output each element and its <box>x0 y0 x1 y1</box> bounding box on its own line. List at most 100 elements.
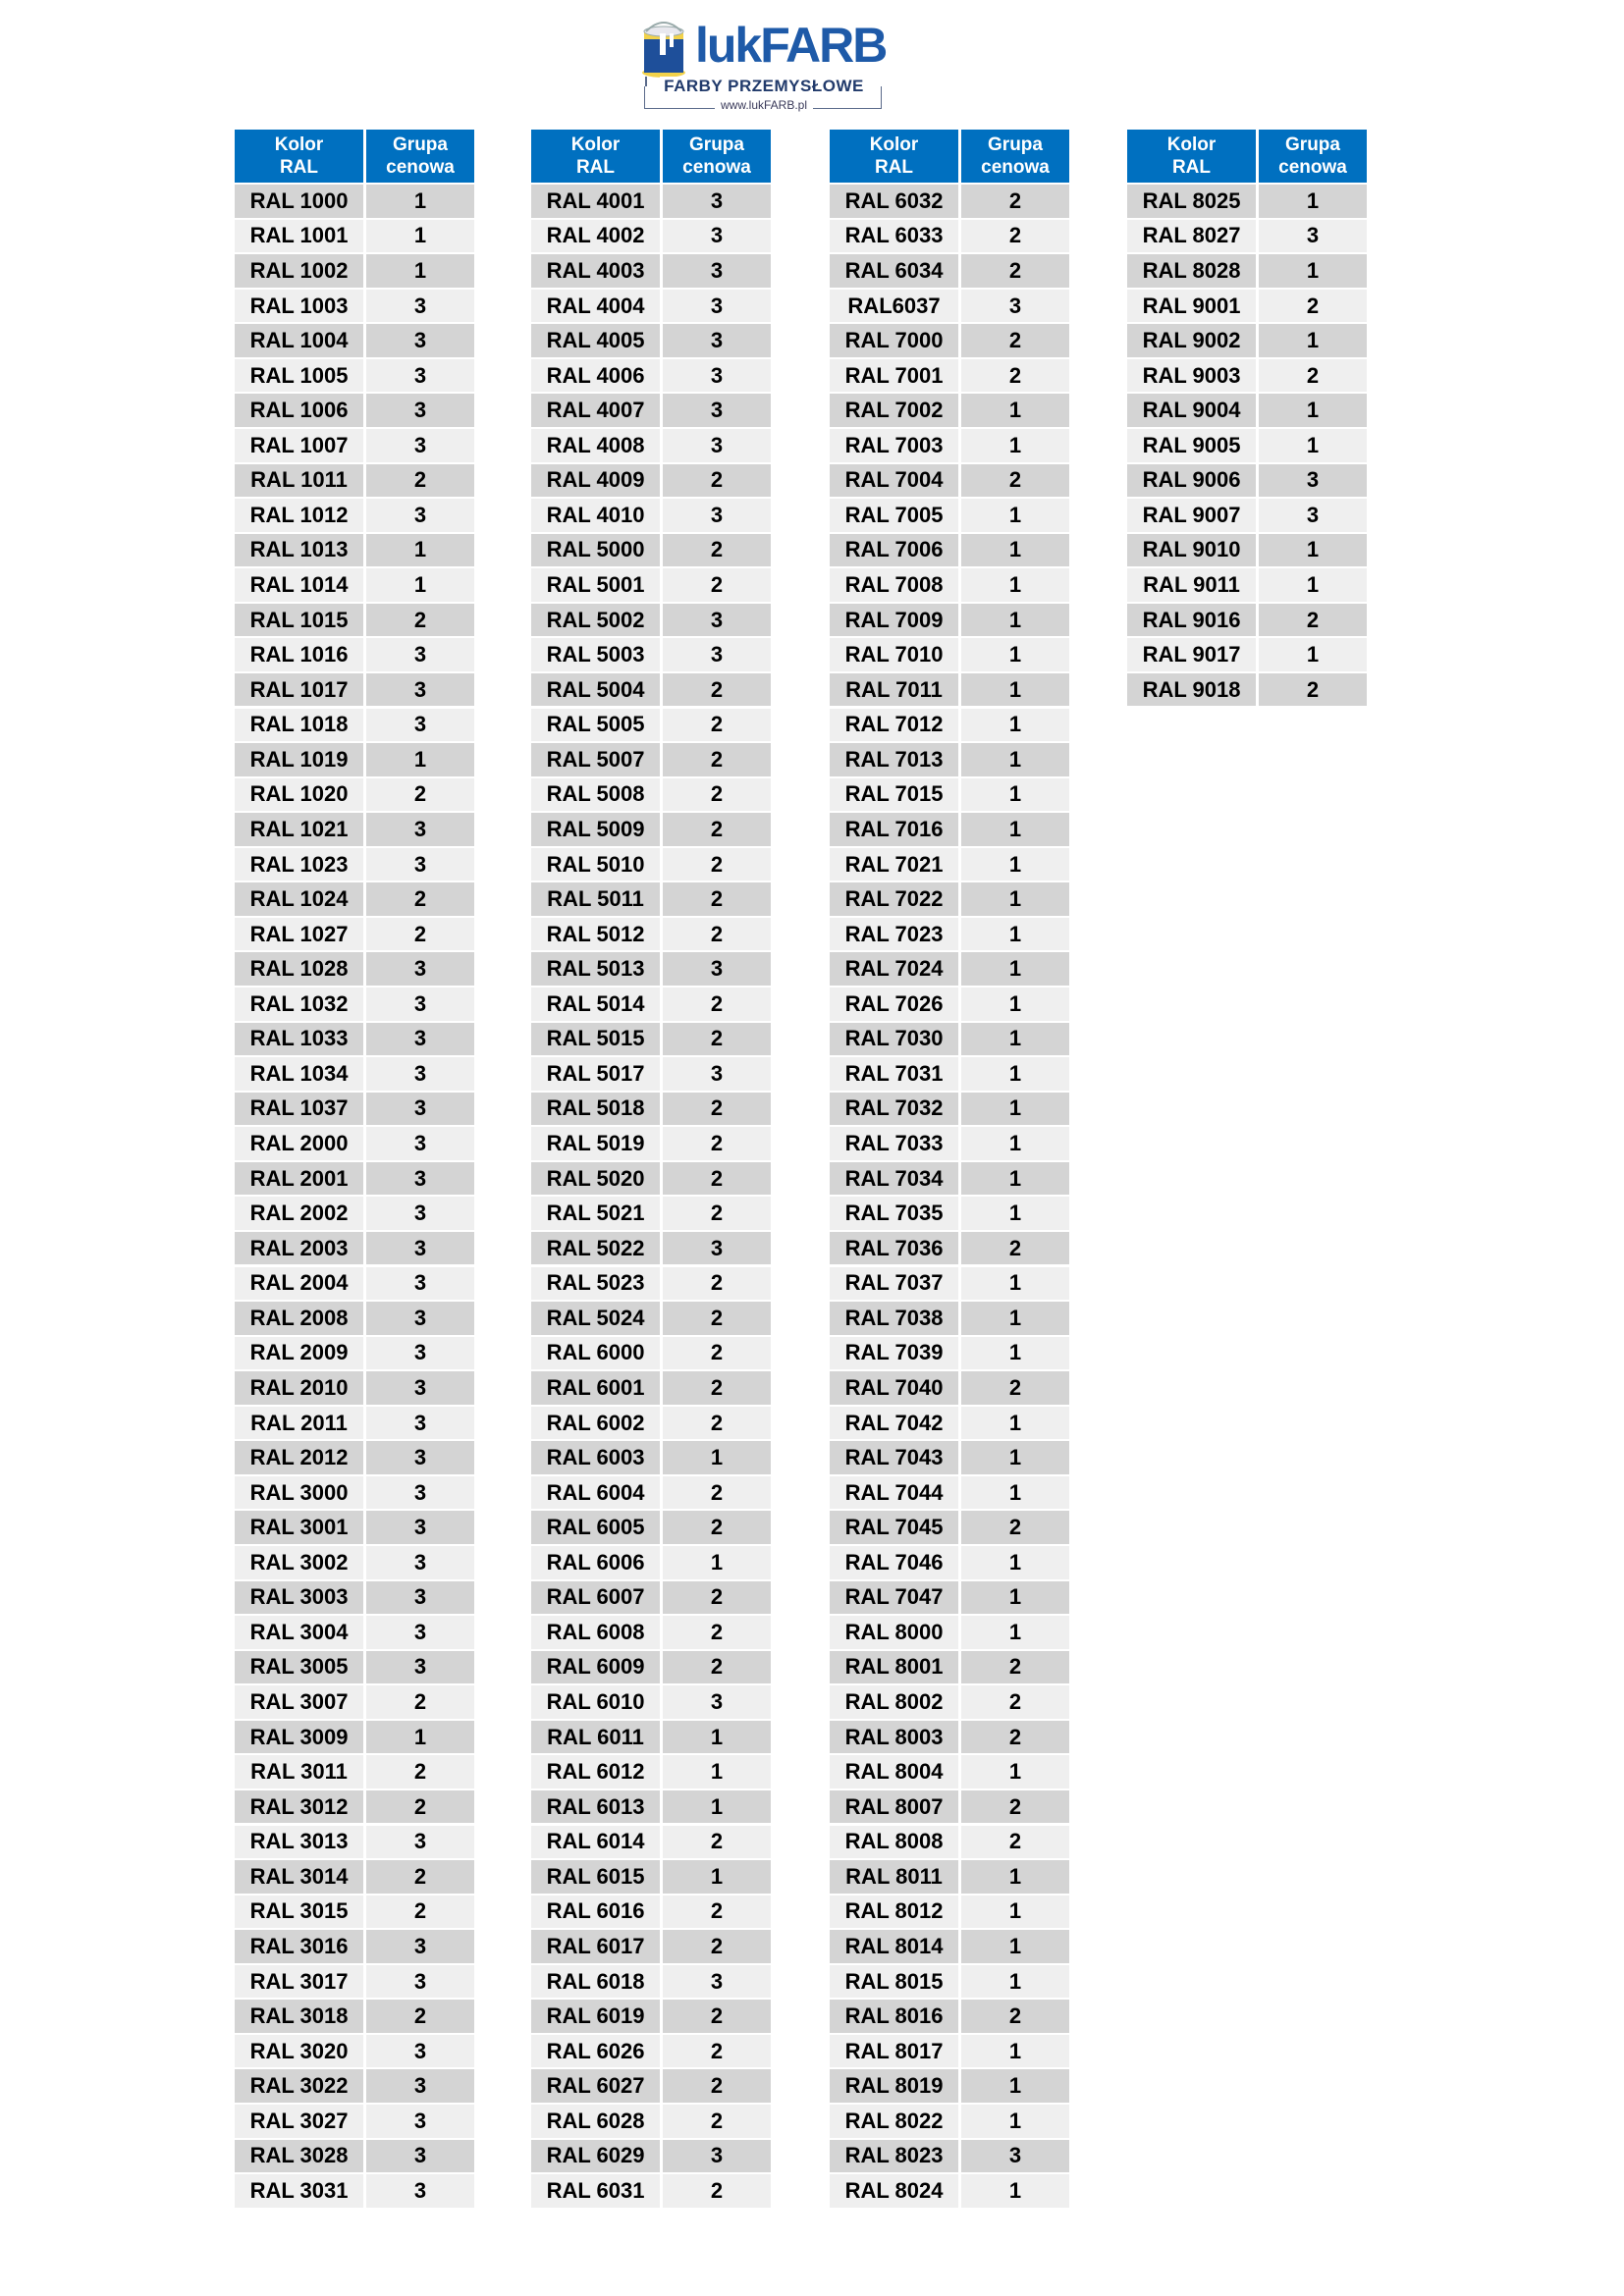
price-group: 3 <box>366 1580 474 1615</box>
table-row: RAL 9018 2 <box>1127 672 1367 707</box>
price-group: 3 <box>663 324 771 357</box>
price-group: 1 <box>1259 429 1367 462</box>
table-row: RAL 5017 3 <box>531 1057 771 1091</box>
table-row: RAL 8015 1 <box>830 1964 1069 1999</box>
table-row: RAL 5003 3 <box>531 638 771 671</box>
price-group: 3 <box>366 672 474 707</box>
table-row: RAL 9011 1 <box>1127 568 1367 602</box>
header-grupa-cenowa: Grupa cenowa <box>1259 130 1367 183</box>
table-row: RAL 6032 2 <box>830 185 1069 218</box>
price-group: 3 <box>663 219 771 253</box>
table-row: RAL 5021 2 <box>531 1197 771 1230</box>
table-row: RAL 4004 3 <box>531 289 771 323</box>
ral-code: RAL 9011 <box>1127 568 1256 602</box>
table-row: RAL 1020 2 <box>235 777 474 812</box>
table-row: RAL 3005 3 <box>235 1650 474 1684</box>
table-row: RAL 6013 1 <box>531 1789 771 1824</box>
ral-code: RAL 6032 <box>830 185 958 218</box>
ral-code: RAL 5001 <box>531 568 660 602</box>
ral-code: RAL 2009 <box>235 1336 363 1370</box>
price-group: 1 <box>663 1441 771 1474</box>
price-group: 3 <box>366 1057 474 1091</box>
ral-code: RAL 6013 <box>531 1789 660 1824</box>
price-group: 2 <box>961 1511 1069 1544</box>
ral-code: RAL 1003 <box>235 289 363 323</box>
table-row: RAL 4001 3 <box>531 185 771 218</box>
price-group: 3 <box>366 1406 474 1440</box>
table-row: RAL 7015 1 <box>830 777 1069 812</box>
table-row: RAL 9010 1 <box>1127 533 1367 567</box>
ral-code: RAL 2008 <box>235 1302 363 1335</box>
ral-code: RAL 1033 <box>235 1022 363 1056</box>
price-group: 2 <box>663 1475 771 1510</box>
price-group: 1 <box>1259 638 1367 671</box>
ral-code: RAL 8004 <box>830 1755 958 1789</box>
table-row: RAL 1032 3 <box>235 988 474 1021</box>
table-header: Kolor RAL Grupa cenowa <box>235 130 474 183</box>
table-row: RAL 7039 1 <box>830 1336 1069 1370</box>
price-group: 1 <box>961 1580 1069 1615</box>
ral-code: RAL 5022 <box>531 1231 660 1265</box>
ral-code: RAL 1007 <box>235 429 363 462</box>
ral-code: RAL 2002 <box>235 1197 363 1230</box>
price-group: 1 <box>961 1406 1069 1440</box>
table-row: RAL 2003 3 <box>235 1231 474 1265</box>
ral-code: RAL 9006 <box>1127 463 1256 498</box>
table-row: RAL 2012 3 <box>235 1441 474 1474</box>
table-row: RAL 3007 2 <box>235 1685 474 1719</box>
header-kolor-ral: Kolor RAL <box>830 130 958 183</box>
price-group: 1 <box>961 1197 1069 1230</box>
ral-code: RAL 1023 <box>235 847 363 881</box>
price-group: 3 <box>366 847 474 881</box>
ral-code: RAL 2010 <box>235 1371 363 1405</box>
table-row: RAL 8023 3 <box>830 2139 1069 2173</box>
table-row: RAL 1019 1 <box>235 743 474 776</box>
price-group: 2 <box>663 1511 771 1544</box>
table-row: RAL 3018 2 <box>235 2000 474 2033</box>
price-group: 2 <box>663 463 771 498</box>
table-row: RAL 5013 3 <box>531 952 771 986</box>
table-row: RAL 7032 1 <box>830 1092 1069 1126</box>
ral-code: RAL 6000 <box>531 1336 660 1370</box>
ral-code: RAL 7003 <box>830 429 958 462</box>
price-group: 3 <box>366 1302 474 1335</box>
price-group: 1 <box>961 847 1069 881</box>
table-row: RAL 8024 1 <box>830 2174 1069 2208</box>
table-row: RAL 7035 1 <box>830 1197 1069 1230</box>
price-group: 2 <box>663 1092 771 1126</box>
table-row: RAL 1016 3 <box>235 638 474 671</box>
price-group: 2 <box>663 1022 771 1056</box>
price-group: 3 <box>366 2105 474 2138</box>
table-row: RAL 7021 1 <box>830 847 1069 881</box>
table-row: RAL 4003 3 <box>531 254 771 288</box>
ral-code: RAL 8002 <box>830 1685 958 1719</box>
table-row: RAL 1015 2 <box>235 603 474 637</box>
table-row: RAL 3020 3 <box>235 2034 474 2068</box>
price-group: 3 <box>663 358 771 393</box>
ral-code: RAL 4009 <box>531 463 660 498</box>
ral-code: RAL 6004 <box>531 1475 660 1510</box>
ral-code: RAL 3002 <box>235 1546 363 1579</box>
price-group: 1 <box>366 533 474 567</box>
table-row: RAL 1033 3 <box>235 1022 474 1056</box>
table-row: RAL 6008 2 <box>531 1616 771 1649</box>
price-group: 1 <box>961 1127 1069 1160</box>
ral-code: RAL 8027 <box>1127 219 1256 253</box>
price-group: 2 <box>663 1127 771 1160</box>
table-row: RAL 1027 2 <box>235 917 474 951</box>
table-row: RAL 9004 1 <box>1127 394 1367 427</box>
price-group: 1 <box>1259 568 1367 602</box>
price-group: 2 <box>366 1895 474 1929</box>
ral-code: RAL 7040 <box>830 1371 958 1405</box>
ral-code: RAL 6011 <box>531 1720 660 1754</box>
price-group: 2 <box>961 358 1069 393</box>
price-group: 1 <box>663 1720 771 1754</box>
table-row: RAL 6027 2 <box>531 2069 771 2103</box>
table-row: RAL 5019 2 <box>531 1127 771 1160</box>
table-row: RAL 6029 3 <box>531 2139 771 2173</box>
ral-code: RAL 3028 <box>235 2139 363 2173</box>
price-group: 1 <box>961 1930 1069 1963</box>
ral-code: RAL 7011 <box>830 672 958 707</box>
price-group: 3 <box>663 952 771 986</box>
price-group: 3 <box>366 1964 474 1999</box>
